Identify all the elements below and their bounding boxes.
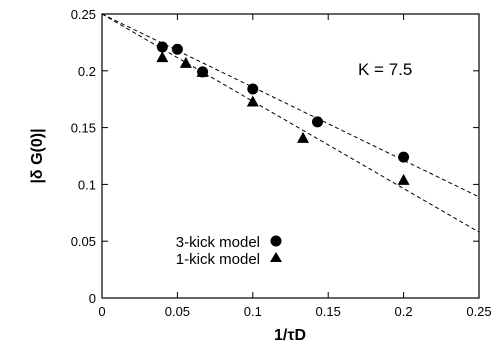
plot-frame: [101, 13, 480, 299]
point-1kick: [246, 95, 259, 107]
point-1kick: [179, 56, 192, 68]
x-axis-label: 1/τD: [274, 327, 306, 344]
point-3kick: [156, 41, 168, 53]
point-1kick: [397, 173, 410, 185]
ticks: 0 0.05 0.1 0.15 0.2 0.25 0 0.05 0.1 0.15 0.2 0.25: [71, 7, 492, 319]
point-1kick: [196, 65, 209, 77]
point-1kick: [297, 131, 310, 143]
legend-marker-triangle: [270, 252, 282, 262]
x-tick-label: 0.05: [165, 304, 190, 319]
point-1kick: [156, 51, 169, 63]
fit-line-3kick: [101, 13, 480, 198]
y-axis-label: |δ G(0)|: [29, 128, 46, 183]
legend-marker-circle: [270, 235, 282, 247]
x-tick-label: 0.2: [395, 304, 413, 319]
point-3kick: [311, 116, 323, 128]
y-tick-label: 0.05: [71, 234, 96, 249]
point-3kick: [398, 151, 410, 163]
y-tick-label: 0.1: [78, 177, 96, 192]
annotation-k: K = 7.5: [358, 60, 412, 79]
legend-label-1kick: 1-kick model: [176, 251, 260, 268]
y-tick-label: 0.25: [71, 7, 96, 22]
x-tick-label: 0.1: [244, 304, 262, 319]
data-points: [156, 41, 410, 185]
legend-label-3kick: 3-kick model: [176, 234, 260, 251]
y-tick-label: 0.15: [71, 121, 96, 136]
point-3kick: [171, 43, 183, 55]
y-tick-label: 0: [89, 291, 96, 306]
point-3kick: [247, 83, 259, 95]
y-tick-label: 0.2: [78, 64, 96, 79]
x-tick-label: 0.25: [466, 304, 491, 319]
x-tick-label: 0.15: [316, 304, 341, 319]
x-tick-label: 0: [98, 304, 105, 319]
